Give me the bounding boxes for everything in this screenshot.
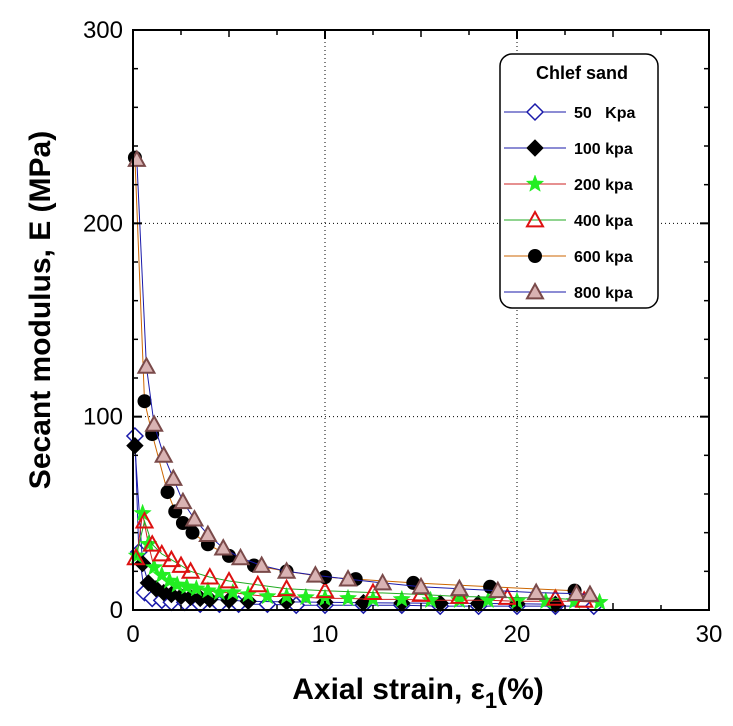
legend-label: 50 Kpa: [574, 105, 635, 122]
x-tick-label: 0: [126, 621, 139, 648]
data-point: [184, 509, 205, 527]
data-point: [526, 582, 546, 600]
legend-item-0: 50 Kpa: [504, 102, 635, 122]
data-point: [160, 571, 179, 589]
data-point: [198, 580, 218, 599]
data-point: [450, 590, 469, 609]
data-point: [449, 578, 470, 597]
x-axis-title-subscript: 1: [485, 688, 497, 713]
x-axis-title-suffix: (%): [497, 673, 544, 706]
legend-marker: [525, 209, 545, 228]
series-3: [126, 511, 594, 608]
x-axis-title-symbol: ε: [471, 673, 485, 706]
legend-box: [499, 53, 659, 309]
data-point: [171, 555, 191, 573]
x-axis-title-main: Axial strain,: [292, 673, 470, 706]
data-point: [136, 356, 157, 374]
data-point: [276, 578, 297, 597]
data-point: [160, 485, 175, 500]
legend: Chlef sand 50 Kpa 100 kpa 200 kpa 400 kpa 60…: [499, 53, 659, 309]
data-point: [566, 583, 587, 601]
data-point: [251, 555, 272, 573]
legend-items: 50 Kpa 100 kpa 200 kpa 400 kpa 600 kpa 800 kp…: [504, 102, 635, 302]
series-5: [127, 149, 600, 602]
data-point: [177, 577, 196, 595]
legend-label: 100 kpa: [574, 141, 633, 158]
y-tick-label: 200: [83, 210, 123, 237]
data-point: [200, 567, 220, 585]
series-line: [135, 519, 585, 601]
data-point: [198, 524, 218, 542]
data-point: [421, 590, 440, 609]
data-point: [258, 586, 277, 605]
legend-item-4: 600 kpa: [504, 249, 633, 266]
data-point: [173, 491, 193, 510]
x-tick-label: 10: [312, 621, 339, 648]
data-point: [372, 572, 393, 591]
legend-title: Chlef sand: [536, 63, 628, 83]
legend-marker: [525, 174, 545, 192]
data-point: [137, 394, 152, 409]
data-point: [134, 511, 155, 529]
data-point: [152, 543, 172, 562]
data-point: [411, 576, 431, 595]
data-point: [276, 561, 297, 579]
data-point: [488, 580, 508, 599]
data-point: [338, 588, 358, 607]
data-point: [187, 578, 206, 597]
data-point: [163, 468, 184, 486]
data-point: [126, 436, 144, 455]
data-point: [126, 547, 146, 566]
data-point: [219, 570, 239, 589]
data-point: [142, 534, 162, 552]
data-point: [338, 569, 358, 587]
x-tick-label: 30: [696, 621, 723, 648]
data-point: [154, 445, 174, 463]
legend-marker: [526, 139, 544, 157]
legend-item-2: 200 kpa: [504, 174, 633, 194]
data-point: [248, 574, 268, 593]
data-point: [185, 525, 200, 540]
y-tick-label: 100: [83, 404, 123, 431]
data-point: [180, 561, 201, 579]
y-tick-label: 0: [110, 597, 123, 624]
data-point: [230, 547, 251, 566]
series-layer: [125, 149, 609, 616]
data-point: [167, 575, 187, 593]
x-axis-title: Axial strain, ε1(%): [292, 673, 544, 713]
data-point: [315, 580, 335, 599]
data-point: [363, 582, 383, 600]
data-point: [545, 588, 566, 606]
legend-item-1: 100 kpa: [504, 139, 633, 158]
legend-label: 800 kpa: [574, 285, 633, 302]
legend-item-3: 400 kpa: [504, 209, 633, 230]
data-point: [161, 549, 182, 568]
legend-item-5: 800 kpa: [504, 281, 633, 302]
data-point: [223, 582, 243, 601]
legend-marker: [525, 281, 545, 300]
legend-label: 400 kpa: [574, 213, 633, 230]
legend-marker: [528, 249, 542, 263]
y-axis-title: Secant modulus, E (MPa): [24, 131, 57, 489]
legend-label: 200 kpa: [574, 177, 633, 194]
data-point: [392, 589, 412, 608]
data-point: [213, 538, 233, 556]
data-point: [305, 565, 326, 583]
x-tick-label: 20: [504, 621, 531, 648]
data-point: [580, 584, 600, 602]
y-tick-label: 300: [83, 17, 123, 44]
legend-label: 600 kpa: [574, 249, 633, 266]
data-point: [144, 414, 164, 432]
legend-marker: [525, 102, 545, 122]
data-point: [144, 557, 164, 576]
data-point: [296, 587, 316, 606]
